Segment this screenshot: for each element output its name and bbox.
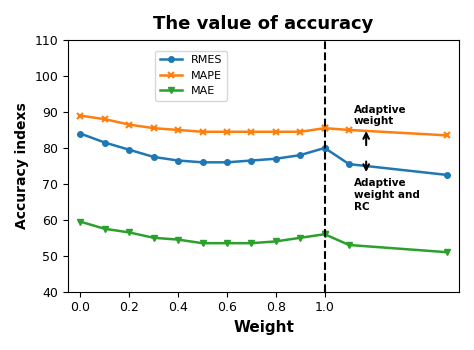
RMES [248,159,254,163]
RMES [151,155,156,159]
Title: The value of accuracy: The value of accuracy [154,15,374,33]
MAPE [224,130,230,134]
Line: MAE: MAE [77,218,328,247]
MAE [151,236,156,240]
RMES [78,132,83,136]
MAPE [102,117,108,121]
MAE [78,219,83,224]
Y-axis label: Accuracy indexs: Accuracy indexs [15,103,29,229]
MAE [175,238,181,242]
RMES [102,140,108,145]
RMES [175,159,181,163]
MAE [248,241,254,245]
Text: Adaptive
weight and
RC: Adaptive weight and RC [354,178,420,212]
Line: MAPE: MAPE [77,112,328,135]
MAE [273,239,279,244]
RMES [297,153,303,157]
MAE [224,241,230,245]
MAPE [175,128,181,132]
RMES [322,146,328,150]
MAE [322,232,328,236]
RMES [224,160,230,164]
MAPE [273,130,279,134]
MAPE [127,122,132,127]
MAPE [322,126,328,130]
MAE [297,236,303,240]
Legend: RMES, MAPE, MAE: RMES, MAPE, MAE [155,51,227,101]
RMES [127,148,132,152]
Text: Adaptive
weight: Adaptive weight [354,105,407,126]
MAPE [78,113,83,118]
RMES [273,157,279,161]
Line: RMES: RMES [78,131,328,165]
MAE [102,227,108,231]
MAE [127,230,132,235]
MAE [200,241,205,245]
MAPE [248,130,254,134]
MAPE [200,130,205,134]
RMES [200,160,205,164]
MAPE [151,126,156,130]
MAPE [297,130,303,134]
X-axis label: Weight: Weight [233,320,294,335]
